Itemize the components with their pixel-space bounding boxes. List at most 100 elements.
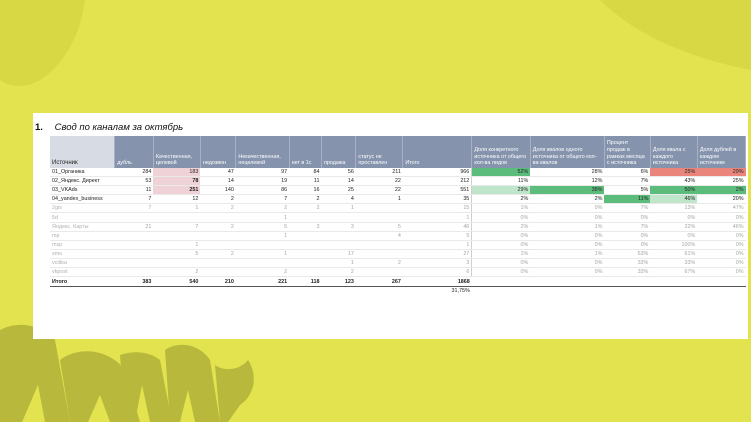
decor-wave-top-right <box>600 0 751 70</box>
slide-card: 1. Свод по каналам за октябрь Источник ду… <box>33 113 748 339</box>
table-row: 01_Органика 284 183 47 97 84 56 211 966 52% 28% 6% 2… <box>50 168 746 178</box>
table-cell: 2 <box>200 203 236 214</box>
table-cell: 33% <box>650 258 698 269</box>
source-name-cell: vcitika <box>50 258 115 269</box>
empty-cell <box>321 287 355 296</box>
column-header: продажа <box>321 136 357 168</box>
table-cell: 2 <box>235 203 290 214</box>
table-cell: 3 <box>289 222 322 232</box>
empty-cell <box>289 287 321 296</box>
table-cell: 0% <box>530 258 605 269</box>
column-header: Доля квала с каждого источника <box>650 136 698 168</box>
table-cell: 19 <box>235 176 290 187</box>
table-cell: 0% <box>530 240 605 250</box>
total-row: Итого 383 540 210 221 118 123 267 1868 <box>50 276 746 288</box>
empty-cell <box>153 287 200 296</box>
table-cell: 0% <box>697 258 746 269</box>
table-row: 5d 1 1 0% 0% 0% 0% 0% <box>50 212 746 223</box>
table-cell: 4 <box>355 231 403 241</box>
table-cell: 1 <box>235 249 290 259</box>
table-cell <box>114 212 154 223</box>
table-cell: 29% <box>697 168 746 178</box>
table-row: vcitika 1 2 3 0% 0% 33% 33% 0% <box>50 258 746 269</box>
table-cell: 17 <box>321 249 356 259</box>
decor-logo-letters <box>0 324 254 422</box>
table-cell <box>289 240 322 250</box>
total-cell <box>471 276 531 288</box>
total-cell: 221 <box>235 276 290 288</box>
table-row: 02_Яндекс. Директ 53 78 14 19 11 14 22 212 11% 12%… <box>50 176 746 187</box>
table-cell: 25% <box>697 176 746 187</box>
source-name-cell: vkpost <box>50 267 115 278</box>
section-number: 1. <box>35 122 43 133</box>
column-header: Доля квалов одного источника от общего к… <box>530 136 605 168</box>
column-header: статус не проставлен <box>355 136 404 168</box>
total-cell: 267 <box>355 276 403 288</box>
empty-cell <box>50 287 115 296</box>
column-header: Процент продаж в рамках месяца с источни… <box>604 136 651 168</box>
table-cell: 1% <box>530 249 605 259</box>
table-row: 03_VKAds 11 251 140 86 16 25 22 551 29% 38% 5% 50% 2% <box>50 185 746 196</box>
table-cell: 3 <box>321 222 356 232</box>
table-cell: 0% <box>697 240 746 250</box>
table-row: msp 1 1 0% 0% 0% 100% 0% <box>50 240 746 250</box>
table-cell: 0% <box>530 231 605 241</box>
table-cell: 0% <box>471 240 531 250</box>
table-cell: 46% <box>697 222 746 232</box>
table-cell: 25 <box>321 185 356 196</box>
table-cell: 13% <box>650 203 698 214</box>
empty-cell <box>650 287 697 296</box>
source-name-cell: mp <box>50 231 115 241</box>
table-cell: 0% <box>471 212 531 223</box>
table-cell: 5 <box>355 222 403 232</box>
table-cell: 0% <box>697 249 746 259</box>
table-cell: 212 <box>402 176 473 187</box>
table-cell: 6% <box>604 168 651 178</box>
table-cell <box>114 249 154 259</box>
table-row: mp 1 4 5 0% 0% 0% 0% 0% <box>50 231 746 241</box>
section-heading: 1. Свод по каналам за октябрь <box>35 122 183 133</box>
table-cell <box>114 258 154 269</box>
column-header: дубль <box>114 136 154 168</box>
table-cell: 211 <box>355 168 403 178</box>
table-cell <box>355 267 403 278</box>
table-cell <box>289 231 322 241</box>
empty-cell <box>604 287 650 296</box>
table-cell: 0% <box>697 267 746 278</box>
table-cell: 7 <box>235 194 290 205</box>
table-cell: 2% <box>530 194 605 205</box>
table-cell: 0% <box>697 212 746 223</box>
column-header: недозвон <box>200 136 237 168</box>
total-cell <box>650 276 698 288</box>
table-cell: 22% <box>650 222 698 232</box>
table-cell <box>200 240 236 250</box>
table-cell: 1 <box>321 203 356 214</box>
table-cell: 0% <box>530 203 605 214</box>
column-header: нет в 1с <box>289 136 322 168</box>
source-name-cell: smo <box>50 249 115 259</box>
source-name-cell: 5d <box>50 212 115 223</box>
table-cell: 46 <box>402 222 473 232</box>
table-header-row: Источник дубль Качественная, целевой недозв… <box>50 136 747 168</box>
table-cell: 2 <box>200 249 236 259</box>
table-cell: 2% <box>697 185 746 196</box>
table-cell: 52% <box>471 168 531 178</box>
table-cell: 100% <box>650 240 698 250</box>
column-header: Доля дублей в каждом источнике <box>697 136 747 168</box>
table-cell: 1% <box>471 249 531 259</box>
column-header: Качественная, целевой <box>153 136 201 168</box>
table-cell: 47 <box>200 168 236 178</box>
table-cell <box>153 231 201 241</box>
table-cell: 11% <box>604 194 651 205</box>
table-cell <box>289 212 322 223</box>
total-cell: 118 <box>289 276 322 288</box>
table-cell <box>321 231 356 241</box>
table-cell: 78 <box>153 176 201 187</box>
table-cell: 61% <box>650 249 698 259</box>
table-cell <box>289 267 322 278</box>
table-cell: 28% <box>530 168 605 178</box>
table-cell <box>355 240 403 250</box>
table-cell: 966 <box>402 168 473 178</box>
table-cell: 7 <box>114 194 154 205</box>
total-cell: 540 <box>153 276 201 288</box>
